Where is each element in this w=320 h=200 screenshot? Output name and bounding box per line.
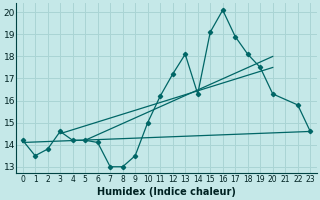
X-axis label: Humidex (Indice chaleur): Humidex (Indice chaleur) <box>97 187 236 197</box>
